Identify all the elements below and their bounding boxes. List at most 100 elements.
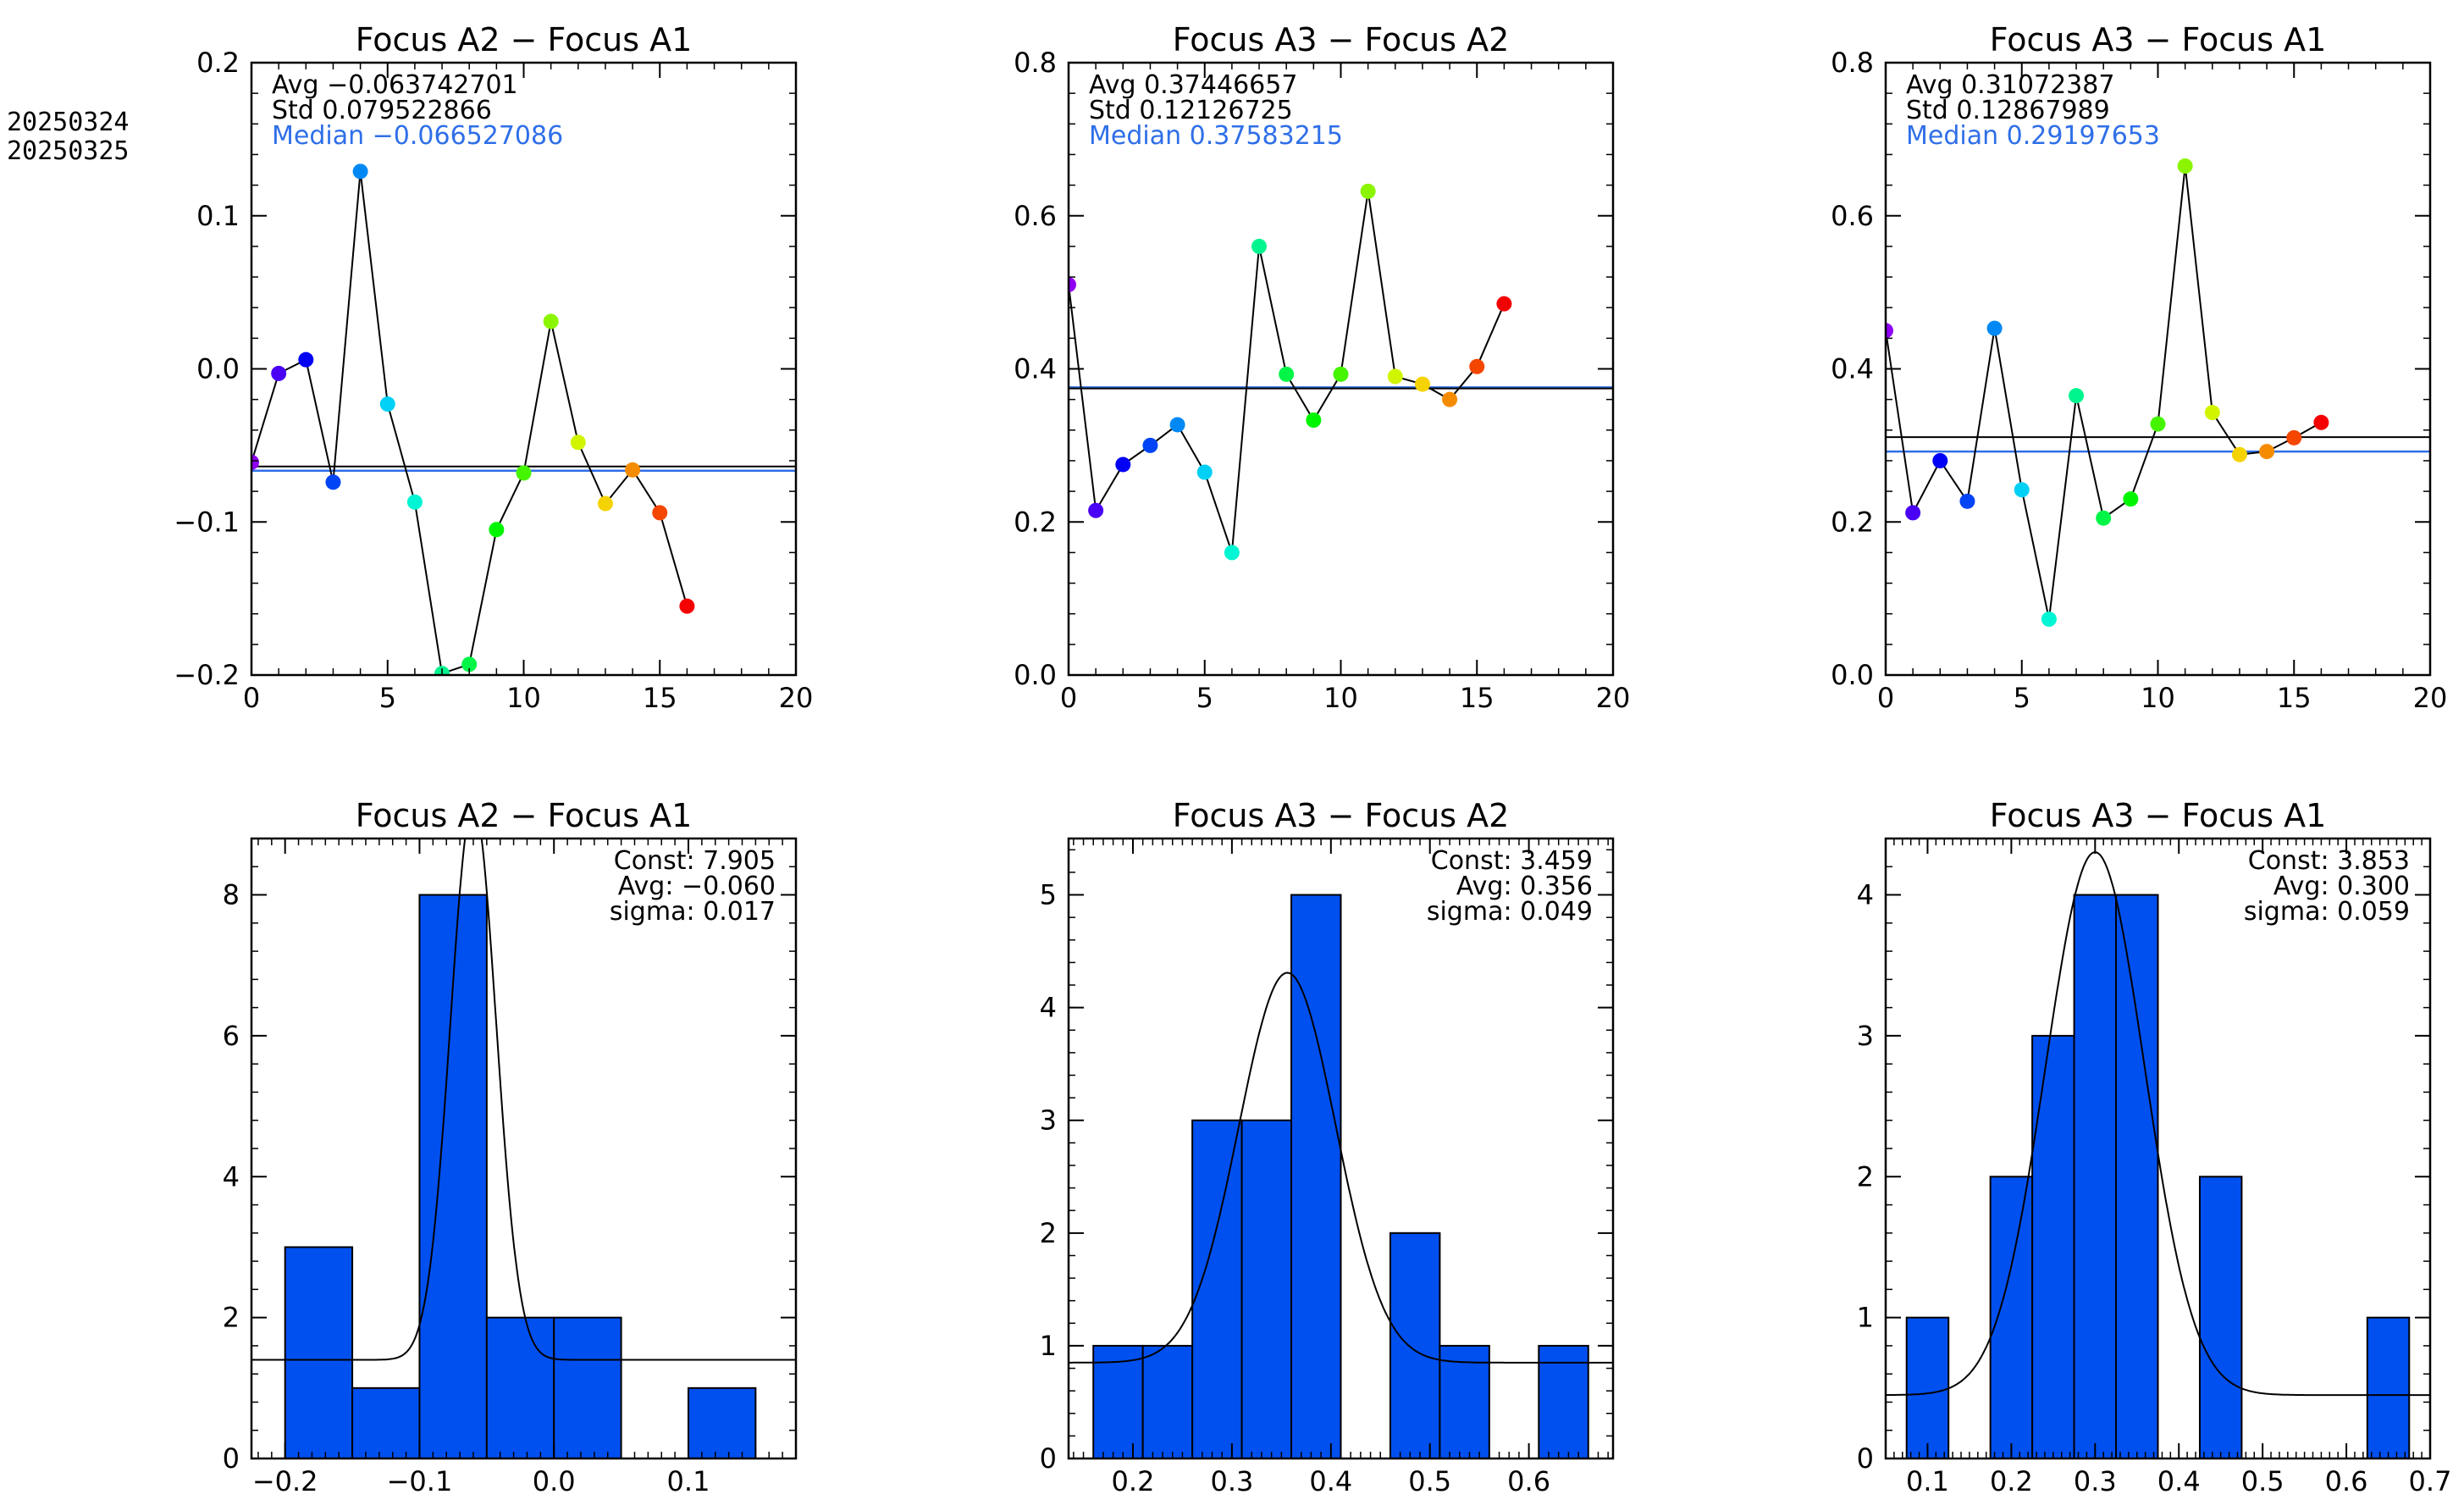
histogram-bar: [1191, 1119, 1243, 1458]
x-tick-label: −0.1: [387, 1465, 453, 1497]
fit-label: Avg: 0.356: [1456, 872, 1593, 901]
data-point: [2014, 482, 2030, 498]
y-tick-label: 4: [223, 1160, 240, 1193]
x-tick-label: 0.5: [1408, 1465, 1451, 1497]
x-tick-label: −0.2: [252, 1465, 318, 1497]
stat-label: Avg −0.063742701: [272, 70, 518, 100]
data-point: [1986, 320, 2003, 336]
chart-title: Focus A3 − Focus A2: [1173, 21, 1510, 58]
fit-label: sigma: 0.017: [610, 897, 776, 927]
data-point: [679, 598, 695, 614]
data-point: [1360, 183, 1376, 199]
y-tick-label: 1: [1857, 1302, 1874, 1334]
plot-area: [1886, 851, 2430, 1458]
y-tick-label: 0.6: [1831, 200, 1874, 232]
gaussian-fit-curve: [251, 839, 796, 1361]
data-point: [2204, 405, 2220, 421]
data-point: [2069, 388, 2085, 404]
histogram-bar: [553, 1316, 622, 1458]
data-point: [489, 522, 505, 538]
data-point: [1905, 505, 1921, 521]
y-tick-label: 6: [223, 1020, 240, 1052]
histogram-bar: [1389, 1231, 1441, 1458]
x-tick-label: 0: [243, 682, 260, 714]
histogram-bar: [1439, 1344, 1490, 1458]
y-tick-label: 0.4: [1831, 353, 1874, 385]
x-tick-label: 15: [1460, 682, 1494, 714]
data-point: [298, 351, 314, 368]
histogram-bar: [1092, 1344, 1144, 1458]
plot-area: [251, 163, 796, 675]
x-tick-label: 15: [643, 682, 677, 714]
y-tick-label: 8: [223, 879, 240, 911]
chart-title: Focus A3 − Focus A1: [1990, 797, 2327, 834]
x-tick-label: 0.3: [1210, 1465, 1253, 1497]
stat-label: Std 0.12867989: [1906, 96, 2110, 125]
data-point: [251, 454, 259, 470]
data-point: [2150, 416, 2166, 432]
histogram-bar: [1240, 1119, 1293, 1458]
data-point: [2259, 444, 2275, 460]
data-point: [1932, 452, 1948, 468]
y-tick-label: 4: [1857, 879, 1874, 911]
data-point: [1224, 545, 1240, 561]
date-list: 20250324 20250325: [7, 108, 130, 166]
data-point: [543, 313, 559, 329]
stat-label: Std 0.079522866: [272, 96, 492, 125]
x-tick-label: 0.3: [2074, 1465, 2117, 1497]
stat-label: Std 0.12126725: [1089, 96, 1293, 125]
y-tick-label: 3: [1857, 1020, 1874, 1052]
stat-label: Avg 0.31072387: [1906, 70, 2114, 100]
x-tick-label: 0.0: [533, 1465, 576, 1497]
x-tick-label: 0: [1060, 682, 1077, 714]
data-point: [2231, 446, 2247, 462]
data-point: [570, 434, 586, 451]
x-tick-label: 20: [2413, 682, 2448, 714]
y-tick-label: 4: [1040, 992, 1057, 1024]
data-point: [597, 495, 613, 512]
y-tick-label: 0.8: [1831, 47, 1874, 79]
data-point: [461, 656, 478, 672]
fit-label: sigma: 0.049: [1427, 897, 1593, 927]
histogram-bar: [2031, 1034, 2075, 1458]
x-tick-label: 20: [1596, 682, 1631, 714]
data-point: [2286, 429, 2302, 446]
series-line: [1886, 165, 2322, 620]
data-point: [325, 474, 341, 490]
fit-label: Avg: −0.060: [618, 872, 776, 901]
fit-label: Const: 3.853: [2248, 846, 2410, 876]
histogram-bar: [351, 1386, 421, 1458]
y-tick-label: 1: [1040, 1330, 1057, 1362]
histogram-bar: [2198, 1176, 2243, 1458]
data-point: [1442, 391, 1458, 407]
data-point: [2041, 612, 2057, 628]
y-tick-label: 0.0: [196, 353, 240, 385]
chart-title: Focus A3 − Focus A1: [1990, 21, 2327, 58]
data-point: [652, 505, 668, 521]
y-tick-label: 0.6: [1014, 200, 1057, 232]
data-point: [1387, 368, 1403, 385]
gaussian-fit-curve: [1886, 851, 2430, 1397]
y-tick-label: 0.8: [1014, 47, 1057, 79]
y-tick-label: 0.0: [1014, 659, 1057, 691]
x-tick-label: 5: [1196, 682, 1213, 714]
fit-label: Const: 7.905: [614, 846, 776, 876]
fit-label: Avg: 0.300: [2273, 872, 2410, 901]
data-point: [1414, 376, 1430, 392]
data-point: [1088, 502, 1104, 518]
x-tick-label: 0.4: [1309, 1465, 1352, 1497]
x-tick-label: 0.5: [2241, 1465, 2284, 1497]
x-tick-label: 0.2: [1990, 1465, 2033, 1497]
x-tick-label: 5: [2014, 682, 2030, 714]
stat-label: Median −0.066527086: [272, 121, 563, 151]
histogram-bar: [284, 1246, 354, 1458]
histogram-bar: [2073, 894, 2118, 1458]
x-tick-label: 10: [2141, 682, 2175, 714]
fit-label: sigma: 0.059: [2244, 897, 2410, 927]
histogram-bar: [485, 1316, 555, 1458]
